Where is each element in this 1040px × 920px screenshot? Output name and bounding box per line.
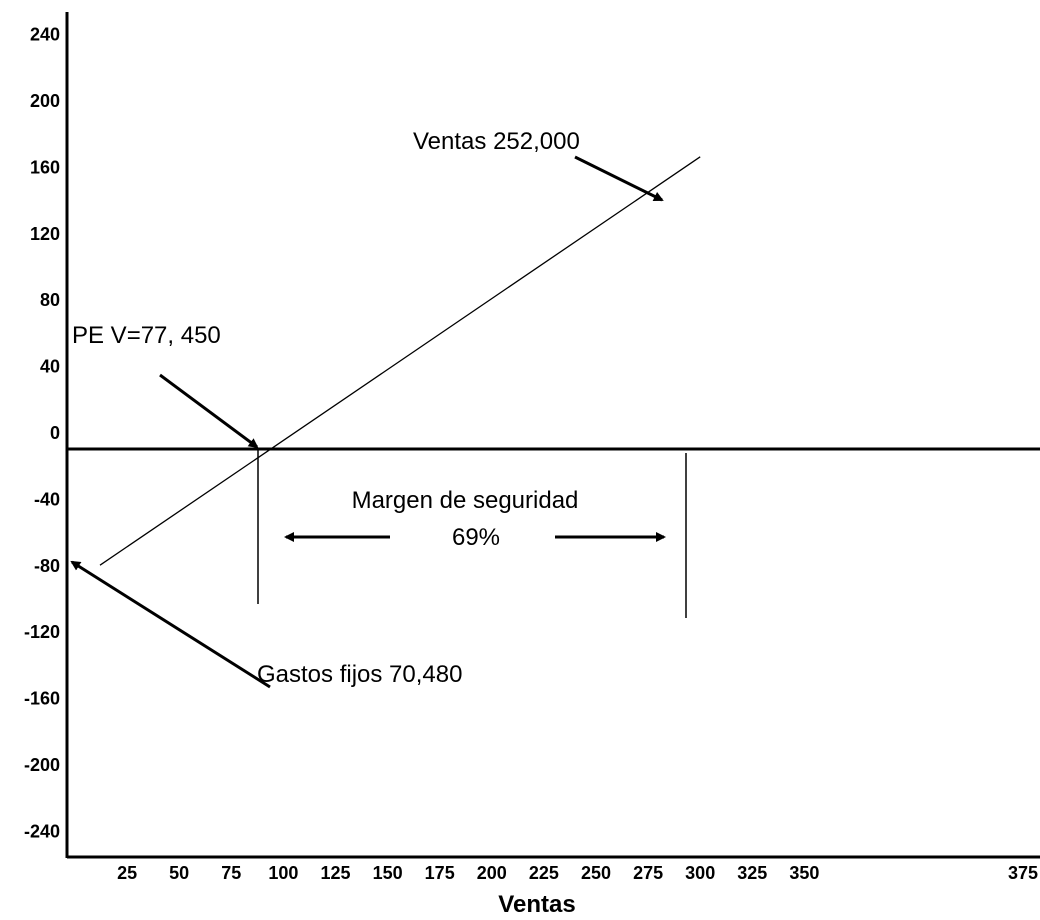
x-axis-title: Ventas	[498, 891, 575, 918]
x-tick-label: 75	[221, 863, 241, 883]
y-tick-label: 120	[30, 224, 60, 244]
fixed-costs-annotation: Gastos fijos 70,480	[257, 661, 462, 688]
x-tick-label: 100	[268, 863, 298, 883]
fixed-costs-arrow	[70, 560, 271, 689]
x-tick-label: 350	[789, 863, 819, 883]
x-tick-label: 175	[425, 863, 455, 883]
breakeven-annotation: PE V=77, 450	[72, 322, 221, 349]
sales-arrow	[574, 155, 664, 202]
y-tick-label: -80	[34, 556, 60, 576]
y-tick-label: 40	[40, 357, 60, 377]
y-tick-label: -160	[24, 689, 60, 709]
x-tick-label: 250	[581, 863, 611, 883]
y-tick-label: 0	[50, 423, 60, 443]
x-tick-label: 125	[320, 863, 350, 883]
safety-margin-value: 69%	[452, 524, 500, 551]
y-tick-label: -40	[34, 489, 60, 509]
y-tick-label: -240	[24, 821, 60, 841]
x-tick-label: 275	[633, 863, 663, 883]
breakeven-arrow	[159, 373, 259, 449]
x-tick-label: 200	[477, 863, 507, 883]
y-tick-label: -200	[24, 755, 60, 775]
y-tick-label: 240	[30, 25, 60, 45]
x-tick-label: 325	[737, 863, 767, 883]
sales-annotation: Ventas 252,000	[413, 128, 580, 155]
safety-margin-label: Margen de seguridad	[352, 487, 579, 514]
x-tick-label: 150	[373, 863, 403, 883]
sales-line	[99, 156, 701, 566]
y-tick-label: -120	[24, 622, 60, 642]
x-tick-label: 225	[529, 863, 559, 883]
x-tick-label: 25	[117, 863, 137, 883]
y-tick-label: 80	[40, 290, 60, 310]
x-tick-label: 375	[1008, 863, 1038, 883]
y-tick-label: 160	[30, 157, 60, 177]
y-tick-label: 200	[30, 91, 60, 111]
x-tick-label: 50	[169, 863, 189, 883]
x-tick-label: 300	[685, 863, 715, 883]
